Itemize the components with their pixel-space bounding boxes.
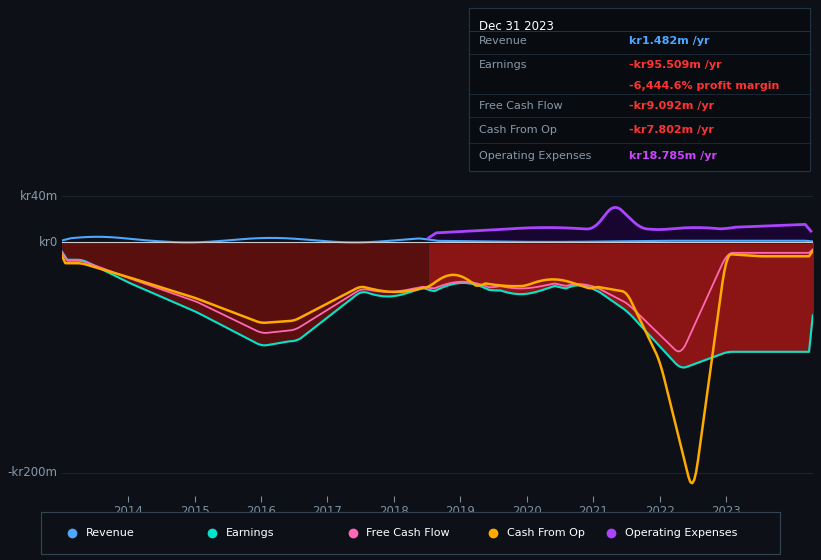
Text: Operating Expenses: Operating Expenses (479, 151, 591, 161)
Text: Cash From Op: Cash From Op (479, 125, 557, 136)
Text: Operating Expenses: Operating Expenses (625, 529, 737, 538)
Text: -kr7.802m /yr: -kr7.802m /yr (629, 125, 713, 136)
Text: Cash From Op: Cash From Op (507, 529, 585, 538)
Text: kr40m: kr40m (20, 190, 57, 203)
Text: Free Cash Flow: Free Cash Flow (479, 101, 562, 111)
Text: Free Cash Flow: Free Cash Flow (366, 529, 450, 538)
Text: Earnings: Earnings (226, 529, 274, 538)
Text: Revenue: Revenue (479, 36, 528, 46)
Text: kr18.785m /yr: kr18.785m /yr (629, 151, 717, 161)
Text: -6,444.6% profit margin: -6,444.6% profit margin (629, 82, 779, 91)
Text: -kr95.509m /yr: -kr95.509m /yr (629, 60, 722, 71)
Text: kr1.482m /yr: kr1.482m /yr (629, 36, 709, 46)
Text: Dec 31 2023: Dec 31 2023 (479, 20, 554, 33)
Text: Revenue: Revenue (85, 529, 134, 538)
Text: -kr200m: -kr200m (8, 466, 57, 479)
Text: Earnings: Earnings (479, 60, 528, 71)
Text: -kr9.092m /yr: -kr9.092m /yr (629, 101, 714, 111)
Text: kr0: kr0 (39, 236, 57, 249)
